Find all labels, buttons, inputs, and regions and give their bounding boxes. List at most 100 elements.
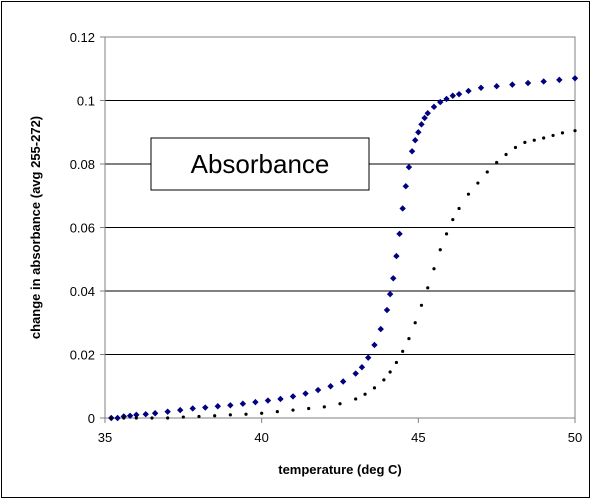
data-point: [542, 136, 546, 140]
data-series: [108, 75, 579, 422]
data-point: [573, 129, 577, 133]
data-point: [412, 136, 419, 144]
data-point: [560, 131, 565, 135]
data-point: [213, 414, 217, 418]
data-point: [365, 354, 372, 361]
data-point: [386, 290, 394, 298]
data-point: [114, 414, 121, 422]
data-point: [424, 110, 431, 117]
data-point: [228, 413, 232, 417]
data-point: [438, 248, 442, 252]
data-point: [524, 79, 532, 87]
data-point: [142, 410, 149, 418]
series-2: [109, 129, 577, 420]
data-point: [396, 230, 403, 238]
data-point: [133, 411, 140, 419]
y-tick-label: 0.06: [70, 221, 95, 236]
data-point: [443, 95, 450, 103]
data-point: [289, 393, 297, 400]
data-point: [504, 152, 508, 157]
data-point: [363, 392, 367, 396]
data-point: [444, 232, 449, 236]
data-point: [408, 148, 416, 155]
x-tick-label: 35: [98, 430, 112, 445]
data-point: [571, 75, 579, 82]
x-tick-labels: 35 40 45 50: [98, 430, 582, 445]
y-tick-label: 0.08: [70, 157, 95, 172]
y-tick-label: 0.12: [70, 30, 95, 45]
data-point: [214, 403, 221, 410]
data-point: [513, 145, 518, 150]
y-tick-label: 0.04: [70, 284, 95, 299]
data-point: [314, 386, 322, 394]
data-point: [202, 404, 209, 411]
data-point: [181, 415, 185, 419]
axes: [100, 36, 576, 423]
y-tick-label: 0.1: [77, 94, 95, 109]
data-point: [523, 140, 527, 145]
data-point: [164, 408, 171, 415]
data-point: [377, 325, 384, 333]
x-axis-title: temperature (deg C): [278, 462, 402, 477]
data-point: [402, 183, 409, 190]
data-point: [189, 405, 196, 412]
data-point: [418, 121, 425, 128]
data-point: [540, 78, 547, 85]
absorbance-label-box: Absorbance: [150, 137, 370, 191]
x-tick-label: 40: [254, 430, 268, 445]
data-point: [449, 92, 456, 99]
data-point: [407, 337, 411, 341]
data-point: [451, 217, 455, 222]
data-point: [151, 410, 159, 417]
data-point: [466, 192, 471, 196]
data-point: [476, 181, 480, 185]
data-point: [307, 406, 311, 411]
data-point: [371, 341, 378, 349]
data-point: [455, 90, 463, 98]
data-point: [432, 267, 436, 271]
data-point: [509, 81, 516, 88]
x-tick-label: 50: [568, 430, 582, 445]
data-point: [352, 370, 359, 377]
y-tick-label: 0: [88, 411, 95, 426]
y-axis-title: change in absorbance (avg 255-272): [28, 116, 43, 339]
data-point: [339, 378, 347, 385]
data-point: [430, 103, 438, 111]
y-tick-label: 0.02: [70, 348, 95, 363]
data-point: [393, 252, 400, 260]
data-point: [358, 364, 366, 371]
data-point: [227, 402, 234, 409]
data-point: [485, 170, 489, 174]
data-point: [551, 133, 555, 138]
data-point: [264, 397, 272, 404]
data-point: [327, 383, 334, 390]
data-point: [382, 378, 386, 382]
data-point: [495, 160, 499, 165]
data-point: [177, 406, 184, 414]
data-point: [390, 275, 397, 282]
data-point: [252, 398, 259, 406]
y-tick-labels: 0 0.02 0.04 0.06 0.08 0.1 0.12: [70, 30, 95, 426]
data-point: [556, 76, 563, 84]
data-point: [239, 400, 247, 407]
data-point: [383, 306, 391, 314]
data-point: [388, 370, 392, 374]
series-1: [108, 75, 579, 422]
data-point: [150, 416, 154, 420]
data-point: [405, 163, 413, 171]
data-point: [166, 416, 170, 420]
data-point: [477, 84, 485, 91]
data-point: [275, 410, 279, 414]
data-point: [302, 390, 309, 397]
data-point: [421, 114, 428, 122]
data-point: [413, 321, 417, 325]
data-point: [372, 386, 377, 390]
data-point: [126, 412, 134, 419]
data-point: [401, 349, 405, 353]
data-point: [419, 303, 424, 307]
data-point: [493, 83, 500, 90]
data-point: [260, 411, 264, 415]
absorbance-label: Absorbance: [191, 149, 330, 179]
